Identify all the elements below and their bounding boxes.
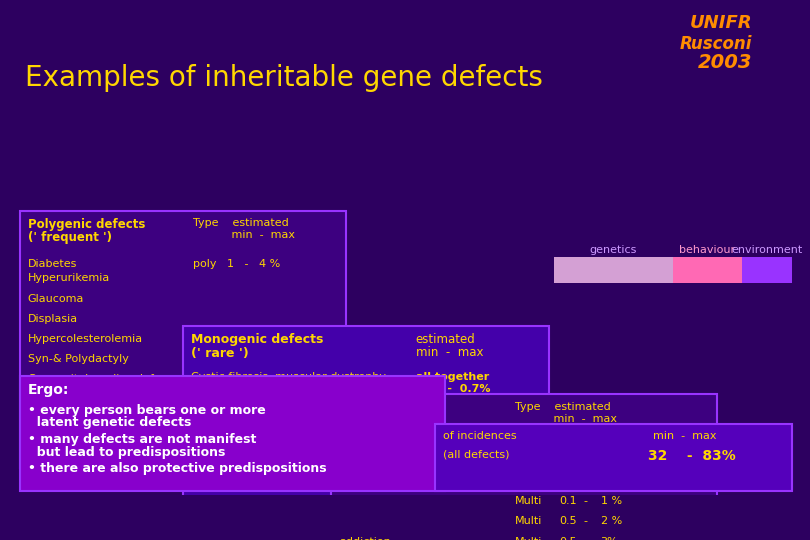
Text: 1 %: 1 %: [601, 496, 622, 507]
Text: 2003: 2003: [697, 53, 752, 72]
Text: 7: 7: [569, 436, 577, 446]
Bar: [331, 394, 718, 540]
Text: 2 %: 2 %: [601, 516, 622, 526]
Text: Ergo:: Ergo:: [28, 383, 69, 397]
Text: Syn-& Polydactyly: Syn-& Polydactyly: [28, 354, 129, 364]
Bar: [19, 211, 347, 468]
Bar: [183, 326, 549, 514]
Bar: [436, 424, 791, 491]
Text: -: -: [584, 516, 588, 526]
Text: Multi: Multi: [514, 516, 542, 526]
Text: Hemophilia...: Hemophilia...: [191, 397, 265, 407]
Text: addiction: addiction: [339, 537, 391, 540]
Text: Multi: Multi: [514, 456, 542, 466]
Text: Polygenic defects: Polygenic defects: [28, 218, 145, 231]
Text: Type    estimated: Type estimated: [193, 218, 288, 228]
Text: Multi: Multi: [514, 476, 542, 486]
Text: 0.5: 0.5: [559, 537, 577, 540]
Text: Type    estimated: Type estimated: [514, 402, 610, 412]
Text: Miopy: Miopy: [28, 415, 61, 424]
Text: Congenital cardiac defe: Congenital cardiac defe: [28, 374, 160, 384]
Bar: [742, 257, 791, 282]
Text: genetics: genetics: [590, 245, 637, 255]
Text: Hyperurikemia: Hyperurikemia: [28, 273, 110, 284]
Text: -: -: [584, 537, 588, 540]
Bar: [19, 376, 446, 491]
Text: 3%: 3%: [601, 537, 618, 540]
Text: poly   1   -   4 %: poly 1 - 4 %: [193, 259, 280, 269]
Text: Monogenic defects: Monogenic defects: [191, 333, 323, 346]
Text: -: -: [584, 476, 588, 486]
Text: environment: environment: [731, 245, 803, 255]
Text: -: -: [584, 436, 588, 446]
Text: immodeficiencies, metabolic diseases,: immodeficiencies, metabolic diseases,: [191, 384, 406, 394]
Text: 0.5: 0.5: [559, 516, 577, 526]
Text: min  -  max: min - max: [193, 230, 295, 240]
Text: • there are also protective predispositions: • there are also protective predispositi…: [28, 462, 326, 475]
Bar: [554, 257, 673, 282]
Text: Manic-depressive psych: Manic-depressive psych: [28, 394, 161, 404]
Text: min  -  max: min - max: [653, 431, 717, 441]
Text: Rusconi: Rusconi: [680, 35, 752, 53]
Text: estimated: estimated: [416, 333, 475, 346]
Text: (' frequent '): (' frequent '): [28, 231, 112, 244]
Text: Polycystic kidney: Polycystic kidney: [28, 435, 124, 445]
Bar: [673, 257, 742, 282]
Text: Displasia: Displasia: [28, 314, 78, 323]
Text: min  -  max: min - max: [514, 414, 616, 424]
Text: but lead to predispositions: but lead to predispositions: [28, 446, 225, 459]
Text: Multi: Multi: [514, 496, 542, 507]
Text: Predispositions: Predispositions: [339, 402, 441, 415]
Text: 8 %: 8 %: [601, 476, 622, 486]
Text: Cystic fibrosis, muscular dystrophy: Cystic fibrosis, muscular dystrophy: [191, 372, 386, 382]
Text: Hypercolesterolemia: Hypercolesterolemia: [28, 334, 143, 344]
Text: Diabetes: Diabetes: [28, 259, 77, 269]
Text: 32    -  83%: 32 - 83%: [648, 449, 735, 463]
Text: 27 %: 27 %: [601, 436, 629, 446]
Text: latent genetic defects: latent genetic defects: [28, 416, 191, 429]
Text: 4: 4: [569, 476, 577, 486]
Text: behaviour: behaviour: [680, 245, 735, 255]
Text: Glaucoma: Glaucoma: [28, 294, 84, 303]
Text: of incidences: of incidences: [443, 431, 517, 441]
Text: (all defects): (all defects): [443, 449, 509, 460]
Text: 0.1: 0.1: [559, 496, 577, 507]
Text: 0.4   -  0.7%: 0.4 - 0.7%: [416, 384, 490, 394]
Text: UNIFR: UNIFR: [689, 14, 752, 32]
Text: Examples of inheritable gene defects: Examples of inheritable gene defects: [25, 64, 543, 92]
Text: • many defects are not manifest: • many defects are not manifest: [28, 433, 256, 446]
Text: 1: 1: [570, 456, 577, 466]
Text: -: -: [584, 456, 588, 466]
Text: -: -: [584, 496, 588, 507]
Text: min  -  max: min - max: [416, 346, 483, 359]
Text: (' rare '): (' rare '): [191, 347, 249, 360]
Text: 3 %: 3 %: [601, 456, 622, 466]
Text: Multi: Multi: [514, 537, 542, 540]
Text: all together: all together: [416, 372, 489, 382]
Text: Multi: Multi: [514, 436, 542, 446]
Text: • every person bears one or more: • every person bears one or more: [28, 403, 266, 417]
